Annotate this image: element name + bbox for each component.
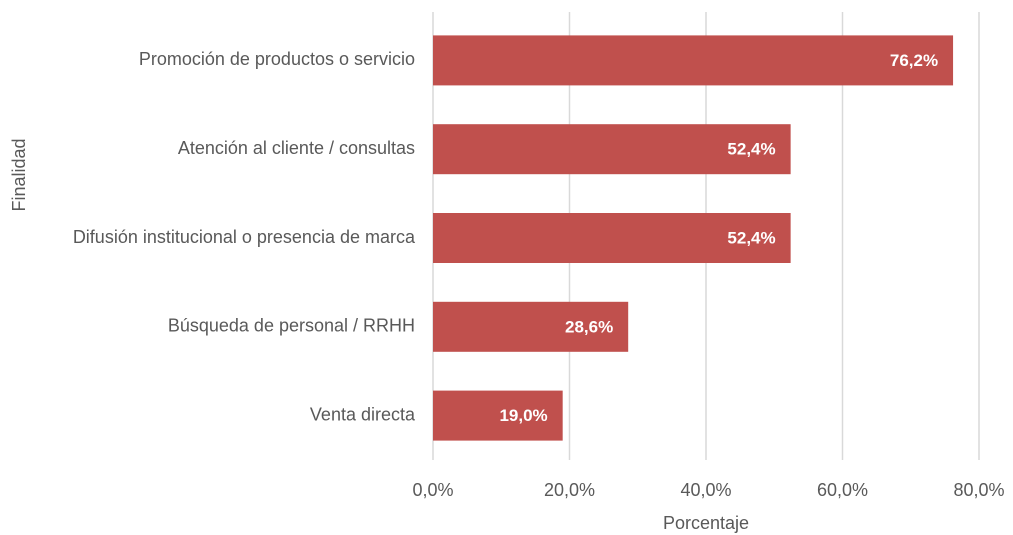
- bar: [433, 35, 954, 86]
- x-tick-label: 20,0%: [544, 480, 595, 500]
- x-axis-label: Porcentaje: [663, 513, 749, 533]
- x-tick-label: 0,0%: [412, 480, 453, 500]
- bar: [433, 124, 791, 175]
- value-label: 52,4%: [727, 140, 775, 159]
- x-tick-label: 60,0%: [817, 480, 868, 500]
- y-tick-label: Difusión institucional o presencia de ma…: [73, 227, 416, 247]
- value-label: 28,6%: [565, 317, 613, 336]
- x-tick-label: 40,0%: [680, 480, 731, 500]
- y-tick-label: Promoción de productos o servicio: [139, 49, 415, 69]
- bar: [433, 301, 629, 352]
- y-axis-label: Finalidad: [9, 138, 29, 211]
- value-label: 52,4%: [727, 228, 775, 247]
- value-label: 76,2%: [890, 51, 938, 70]
- x-tick-label: 80,0%: [953, 480, 1004, 500]
- bar: [433, 213, 791, 263]
- y-tick-label: Búsqueda de personal / RRHH: [168, 316, 415, 336]
- bar: [433, 390, 563, 441]
- y-tick-label: Atención al cliente / consultas: [178, 138, 415, 158]
- value-label: 19,0%: [499, 406, 547, 425]
- y-tick-label: Venta directa: [310, 404, 416, 424]
